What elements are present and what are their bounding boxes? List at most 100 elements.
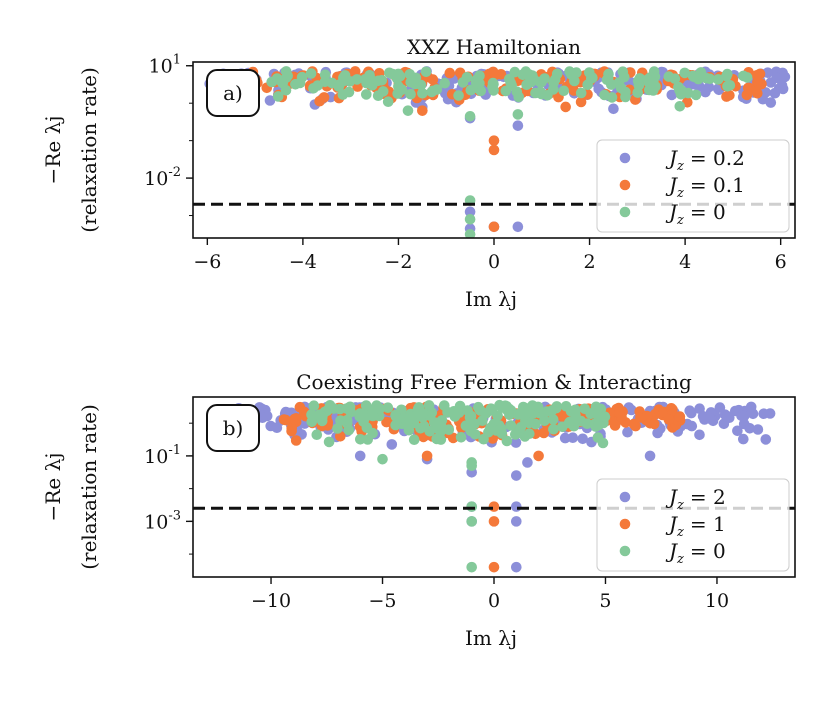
x-tick-label: −10 [251, 590, 291, 612]
legend-symbol: J [665, 512, 678, 536]
legend-marker [619, 179, 631, 191]
scatter-point [558, 85, 570, 97]
x-tick-label: 2 [584, 251, 596, 273]
scatter-point [494, 399, 505, 411]
scatter-point [546, 405, 558, 416]
scatter-point [280, 414, 292, 426]
scatter-point-dip [466, 460, 478, 472]
x-tick-label: −5 [369, 590, 397, 612]
scatter-point-isolated [464, 228, 476, 238]
scatter-point [647, 85, 659, 96]
scatter-point [741, 89, 753, 101]
scatter-point-dip [533, 450, 544, 462]
scatter-point [367, 410, 379, 422]
scatter-point [765, 77, 777, 88]
scatter-point [286, 423, 298, 434]
scatter-point [417, 88, 428, 99]
scatter-point [359, 412, 371, 424]
scatter-point [690, 89, 702, 101]
scatter-point [323, 436, 335, 448]
scatter-point-isolated [464, 206, 476, 218]
legend-label: Jz = 0 [665, 200, 726, 228]
scatter-point [687, 70, 699, 82]
legend-box [596, 478, 790, 572]
scatter-point [408, 434, 420, 446]
scatter-point-dip [488, 144, 500, 156]
scatter-point [492, 410, 503, 421]
scatter-point [524, 428, 535, 440]
scatter-point [396, 84, 408, 95]
legend-marker [619, 518, 631, 530]
y-axis-label-line1: −Re λj [41, 453, 65, 522]
legend-value: = 1 [690, 512, 726, 536]
scatter-point [290, 79, 301, 90]
scatter-point [643, 75, 655, 86]
x-tick-label: 0 [488, 251, 500, 273]
legend-marker [619, 545, 631, 557]
legend-subscript: z [676, 525, 684, 540]
scatter-point [565, 69, 577, 80]
scatter-point [384, 67, 395, 79]
scatter-point-dip [402, 105, 414, 116]
scatter-point [597, 437, 609, 449]
scatter-point-dip [512, 109, 524, 120]
x-axis-label-main: Im λj [465, 626, 517, 650]
scatter-point [676, 85, 688, 97]
scatter-point [474, 78, 485, 89]
scatter-point [483, 426, 494, 438]
scatter-point [586, 73, 597, 84]
scatter-point [345, 407, 357, 418]
scatter-point [557, 421, 568, 433]
scatter-point [575, 87, 587, 99]
x-tick-label: 5 [599, 590, 611, 612]
scatter-point [674, 101, 686, 112]
panel-tag-box [206, 404, 260, 452]
series-2 [266, 66, 753, 238]
legend-label: Jz = 0 [665, 539, 726, 567]
x-tick-label: 10 [705, 590, 729, 612]
scatter-point [272, 91, 284, 102]
legend-symbol: J [665, 200, 678, 224]
scatter-point [439, 400, 450, 411]
scatter-point [752, 424, 764, 435]
scatter-point [417, 408, 429, 419]
scatter-point [530, 418, 541, 430]
scatter-point-isolated [510, 561, 522, 573]
scatter-point [477, 415, 488, 427]
scatter-point [628, 418, 640, 430]
scatter-point [306, 409, 317, 420]
scatter-point [362, 434, 374, 445]
scatter-point [386, 439, 398, 450]
scatter-point-isolated [512, 221, 524, 233]
y-axis-label-line1: −Re λj [41, 116, 65, 185]
legend-label: Jz = 1 [665, 512, 726, 540]
scatter-point [663, 71, 675, 82]
scatter-point [469, 429, 481, 440]
scatter-point-isolated [510, 501, 522, 512]
scatter-point [571, 413, 582, 424]
scatter-point [415, 423, 426, 434]
scatter-point [435, 434, 447, 445]
scatter-point [382, 96, 394, 107]
y-tick-base: 10 [149, 56, 173, 78]
scatter-point [439, 77, 451, 89]
scatter-point [377, 86, 389, 97]
scatter-point [575, 96, 587, 108]
scatter-point [622, 426, 633, 438]
scatter-point [712, 74, 724, 85]
y-tick-label: 10-3 [144, 508, 181, 533]
scatter-point-dip [608, 103, 619, 115]
scatter-point [778, 71, 789, 83]
legend-marker [619, 206, 631, 218]
legend-subscript: z [676, 498, 684, 513]
scatter-point [311, 429, 323, 441]
scatter-point [663, 414, 675, 425]
scatter-point [427, 74, 439, 85]
scatter-point [666, 89, 678, 101]
scatter-point [764, 408, 776, 419]
scatter-point [765, 97, 777, 108]
legend-subscript: z [676, 552, 684, 567]
scatter-point-dip [421, 450, 433, 462]
